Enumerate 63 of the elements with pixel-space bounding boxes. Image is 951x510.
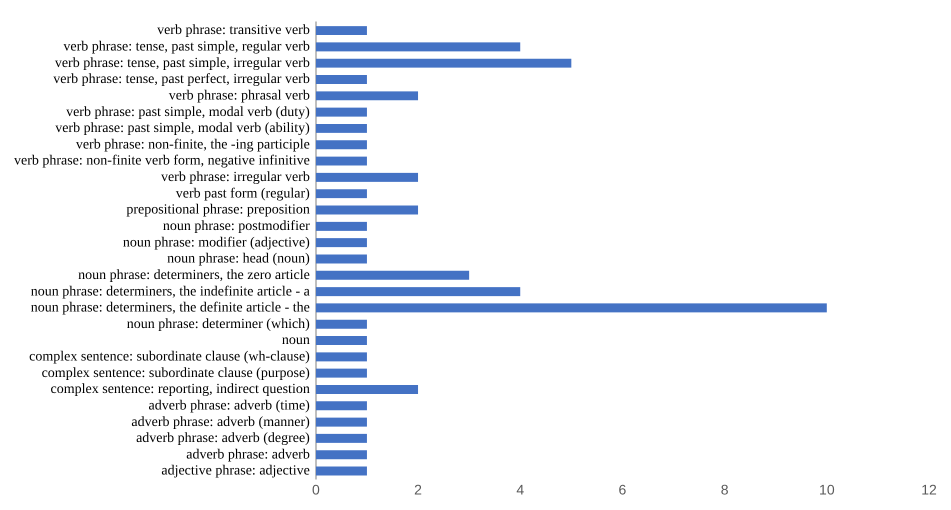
y-tick-label: adverb phrase: adverb (degree) <box>136 431 310 446</box>
x-tick-label: 0 <box>312 481 320 498</box>
bar <box>316 140 367 150</box>
y-tick-label: noun phrase: determiners, the definite article - the <box>30 300 310 316</box>
bar <box>316 418 367 427</box>
y-tick-label: noun phrase: head (noun) <box>167 252 310 267</box>
y-tick-label: verb phrase: phrasal verb <box>168 88 310 104</box>
x-tick-label: 2 <box>414 481 422 498</box>
bar <box>316 124 367 133</box>
y-tick-label: verb past form (regular) <box>176 186 310 202</box>
y-tick-label: noun <box>282 333 310 348</box>
bar <box>316 222 367 231</box>
y-tick-label: noun phrase: determiners, the indefinite article - a <box>30 284 311 300</box>
x-tick-label: 4 <box>516 481 524 498</box>
y-tick-label: complex sentence: subordinate clause (wh-clause) <box>29 350 310 365</box>
bar <box>316 26 367 36</box>
bar <box>316 189 367 198</box>
x-tick-label: 6 <box>618 481 627 498</box>
y-tick-label: adjective phrase: adjective <box>161 464 310 479</box>
x-tick-label: 12 <box>921 481 937 498</box>
y-tick-label: verb phrase: tense, past perfect, irregular verb <box>53 72 310 88</box>
y-tick-label: verb phrase: irregular verb <box>160 170 310 186</box>
y-tick-label: prepositional phrase: preposition <box>126 202 310 218</box>
y-tick-label: verb phrase: tense, past simple, irregular verb <box>54 56 310 71</box>
y-tick-label: adverb phrase: adverb <box>186 447 310 462</box>
y-tick-label: verb phrase: non-finite, the -ing participle <box>76 137 310 152</box>
bar <box>316 238 367 248</box>
y-tick-label: complex sentence: reporting, indirect question <box>50 382 310 398</box>
bar <box>316 434 367 443</box>
bar <box>316 75 367 84</box>
x-tick-label: 8 <box>720 481 729 498</box>
y-tick-label: adverb phrase: adverb (time) <box>148 398 310 414</box>
y-tick-label: verb phrase: non-finite verb form, negative infinitive <box>14 154 310 169</box>
y-tick-label: complex sentence: subordinate clause (purpose) <box>42 366 310 381</box>
y-tick-label: noun phrase: determiners, the zero article <box>78 268 310 283</box>
bar <box>316 156 367 166</box>
bar <box>316 450 367 460</box>
y-tick-label: noun phrase: modifier (adjective) <box>122 235 310 250</box>
bar <box>316 42 520 52</box>
bar <box>316 270 470 280</box>
y-tick-label: noun phrase: postmodifier <box>162 219 310 234</box>
y-tick-label: verb phrase: past simple, modal verb (ability) <box>55 121 310 136</box>
x-tick-label: 10 <box>819 481 835 498</box>
bar <box>316 254 367 264</box>
bar <box>316 91 418 100</box>
bar <box>316 401 367 410</box>
y-tick-label: verb phrase: transitive verb <box>157 23 310 38</box>
bar <box>316 368 367 378</box>
bar <box>316 287 520 296</box>
bar <box>316 172 418 182</box>
y-tick-label: noun phrase: determiner (which) <box>126 316 310 332</box>
y-tick-label: adverb phrase: adverb (manner) <box>131 414 310 430</box>
bar <box>316 206 418 214</box>
bar <box>316 108 367 117</box>
bar <box>316 320 367 329</box>
bar <box>316 466 367 476</box>
y-tick-label: verb phrase: tense, past simple, regular verb <box>63 40 310 55</box>
bar <box>316 352 367 362</box>
bar <box>316 384 418 394</box>
y-tick-label: verb phrase: past simple, modal verb (duty) <box>66 104 310 120</box>
bar <box>316 58 572 68</box>
bar <box>316 336 367 346</box>
bar <box>316 303 827 312</box>
